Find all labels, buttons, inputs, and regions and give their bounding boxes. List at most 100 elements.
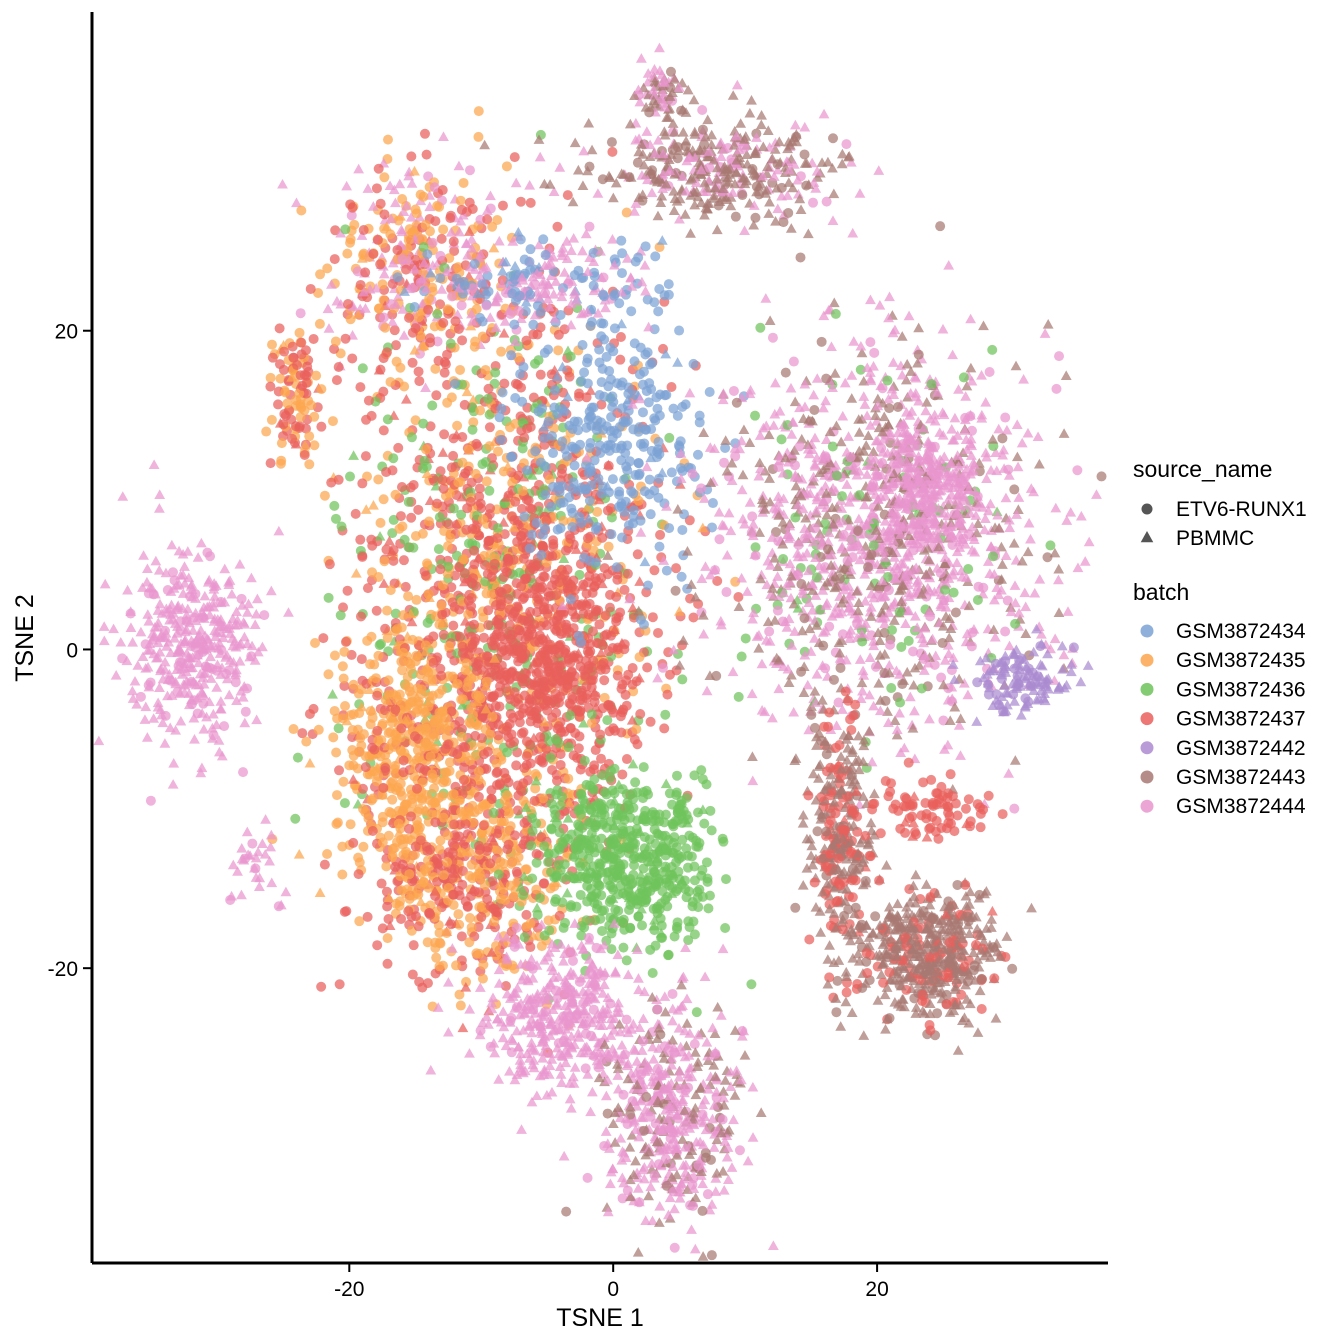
data-point-circle (693, 598, 704, 609)
data-point-circle (296, 205, 307, 216)
data-point-circle (470, 633, 481, 644)
data-point-circle (381, 861, 392, 872)
data-point-circle (449, 840, 460, 851)
data-point-circle (579, 755, 590, 766)
data-point-circle (524, 256, 535, 267)
data-point-circle (457, 335, 468, 346)
data-point-triangle (568, 233, 580, 243)
data-point-circle (336, 521, 347, 532)
data-point-circle (396, 622, 407, 633)
data-point-circle (388, 545, 399, 556)
data-point-circle (543, 591, 554, 602)
data-point-circle (333, 362, 344, 373)
data-point-circle (418, 418, 429, 429)
data-point-circle (444, 757, 455, 768)
data-point-circle (471, 438, 482, 449)
data-point-circle (503, 732, 514, 743)
data-point-circle (598, 289, 609, 300)
data-point-circle (464, 847, 475, 858)
data-point-triangle (335, 227, 347, 238)
data-point-circle (704, 890, 715, 901)
data-point-circle (396, 481, 407, 492)
data-point-circle (398, 755, 409, 766)
data-point-circle (497, 200, 508, 211)
data-point-circle (629, 356, 640, 367)
data-point-triangle (464, 1004, 476, 1014)
data-point-circle (377, 817, 388, 828)
data-point-circle (419, 864, 430, 875)
data-point-circle (456, 300, 467, 311)
data-point-circle (375, 198, 386, 209)
data-point-circle (420, 219, 431, 230)
data-point-circle (554, 577, 565, 588)
data-point-circle (470, 524, 481, 535)
data-point-circle (552, 524, 563, 535)
data-point-circle (633, 458, 644, 469)
data-point-circle (446, 919, 457, 930)
data-point-circle (563, 653, 574, 664)
data-point-circle (481, 300, 492, 311)
data-point-circle (704, 387, 715, 398)
data-point-circle (411, 783, 422, 794)
data-point-circle (339, 680, 350, 691)
data-point-circle (616, 268, 627, 279)
data-point-triangle (566, 245, 577, 256)
data-point-circle (454, 716, 465, 727)
data-point-circle (392, 272, 403, 283)
data-point-circle (469, 886, 480, 897)
data-point-circle (457, 647, 468, 658)
data-point-circle (633, 252, 644, 263)
data-point-circle (427, 286, 438, 297)
data-point-circle (373, 163, 384, 174)
data-point-circle (480, 724, 491, 735)
data-point-circle (524, 543, 535, 554)
data-point-circle (508, 891, 519, 902)
data-point-circle (621, 207, 632, 218)
data-point-circle (319, 490, 330, 501)
data-point-circle (397, 194, 408, 205)
data-point-circle (477, 316, 488, 327)
data-point-circle (477, 514, 488, 525)
data-point-circle (483, 620, 494, 631)
data-point-circle (431, 952, 442, 963)
data-point-circle (459, 742, 470, 753)
data-point-circle (488, 807, 499, 818)
data-point-circle (697, 774, 708, 785)
data-point-circle (403, 591, 414, 602)
data-point-circle (475, 405, 486, 416)
data-point-triangle (358, 286, 370, 297)
data-point-circle (649, 297, 660, 308)
data-point-triangle (469, 264, 480, 274)
data-point-circle (502, 801, 513, 812)
data-point-circle (435, 273, 446, 284)
data-point-circle (640, 241, 651, 252)
data-point-circle (574, 391, 585, 402)
data-point-circle (496, 403, 507, 414)
data-point-circle (479, 749, 490, 760)
data-point-circle (632, 787, 643, 798)
data-point-circle (316, 981, 327, 992)
data-point-circle (565, 723, 576, 734)
data-point-circle (654, 816, 665, 827)
data-point-circle (476, 912, 487, 923)
data-point-triangle (558, 553, 570, 564)
data-point-circle (304, 708, 315, 719)
data-point-circle (356, 654, 367, 665)
data-point-circle (389, 741, 400, 752)
data-point-circle (483, 286, 494, 297)
data-point-circle (581, 693, 592, 704)
data-point-circle (599, 334, 610, 345)
data-point-circle (353, 688, 364, 699)
data-point-circle (479, 559, 490, 570)
data-point-circle (386, 808, 397, 819)
data-point-circle (477, 973, 488, 984)
data-point-circle (442, 541, 453, 552)
data-point-circle (402, 884, 413, 895)
data-point-triangle (368, 499, 379, 510)
data-point-circle (615, 711, 626, 722)
data-point-circle (618, 942, 629, 953)
data-point-circle (501, 826, 512, 837)
data-point-circle (441, 927, 452, 938)
data-point-circle (455, 1000, 466, 1011)
data-point-circle (322, 263, 333, 274)
